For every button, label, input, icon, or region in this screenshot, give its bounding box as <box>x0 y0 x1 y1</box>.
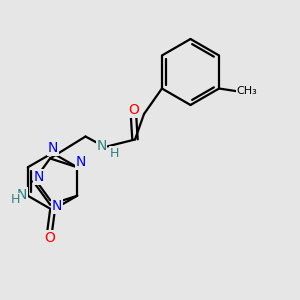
Text: N: N <box>96 139 106 152</box>
Text: H: H <box>11 194 20 206</box>
Text: O: O <box>128 103 139 117</box>
Text: N: N <box>52 199 62 213</box>
Text: O: O <box>44 231 55 245</box>
Text: N: N <box>76 155 86 169</box>
Text: H: H <box>109 147 119 160</box>
Text: CH₃: CH₃ <box>237 86 257 97</box>
Text: N: N <box>48 142 58 155</box>
Text: N: N <box>16 188 27 202</box>
Text: N: N <box>34 170 44 184</box>
